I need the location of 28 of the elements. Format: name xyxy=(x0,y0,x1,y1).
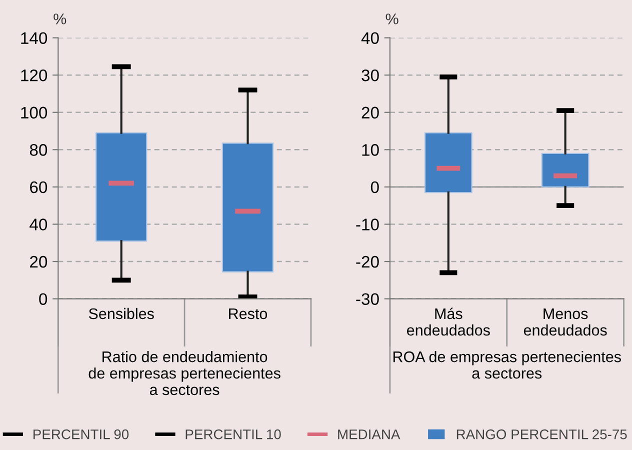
x-tick-label: Menos endeudados xyxy=(524,308,607,336)
y-axis-title: % xyxy=(386,14,398,24)
y-tick-label: 40 xyxy=(361,32,379,44)
text: PERCENTIL 90 xyxy=(34,429,129,440)
x-axis-title: ROA de empresas pertenecientes a sectores xyxy=(393,351,621,379)
y-tick-label: 0 xyxy=(370,181,379,194)
text: RANGO PERCENTIL 25-75 xyxy=(456,429,627,440)
y-tick-label: -10 xyxy=(356,218,379,230)
y-tick-label: 10 xyxy=(362,144,379,156)
y-tick-label: -30 xyxy=(356,293,379,306)
text: MEDIANA xyxy=(338,430,400,440)
text: PERCENTIL 10 xyxy=(186,429,281,440)
x-axis-title: Ratio de endeudamiento de empresas pertenecientes a sectores xyxy=(88,351,280,396)
x-tick-label: Resto xyxy=(229,308,268,320)
y-tick-label: 20 xyxy=(362,106,379,119)
y-tick-label: 0 xyxy=(39,293,48,306)
y-tick-label: 60 xyxy=(30,181,48,194)
y-tick-label: 80 xyxy=(30,144,48,156)
x-tick-label: Sensibles xyxy=(88,308,154,320)
y-tick-label: 120 xyxy=(21,69,48,82)
y-tick-label: -20 xyxy=(356,256,379,268)
y-tick-label: 30 xyxy=(362,69,379,82)
y-tick-label: 20 xyxy=(30,256,48,268)
y-tick-label: 140 xyxy=(21,32,48,44)
y-axis-title: % xyxy=(54,14,66,24)
x-tick-label: Más endeudados xyxy=(407,308,490,336)
y-tick-label: 40 xyxy=(30,218,48,230)
y-tick-label: 100 xyxy=(21,106,48,119)
